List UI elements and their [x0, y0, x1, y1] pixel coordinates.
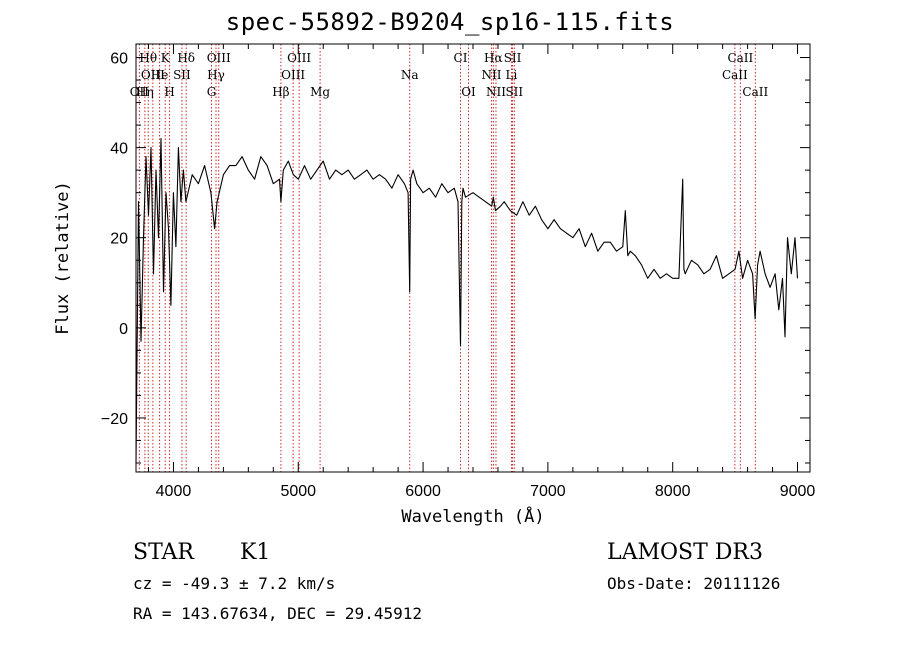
- line-label: NII: [486, 85, 506, 99]
- coordinates: RA = 143.67634, DEC = 29.45912: [133, 604, 422, 623]
- line-label: Hγ: [207, 68, 225, 82]
- line-label: Hθ: [139, 51, 157, 65]
- line-label: CaII: [727, 51, 753, 65]
- line-label: Hα: [484, 51, 503, 65]
- line-label: NII: [481, 68, 501, 82]
- y-tick-label: −20: [101, 411, 128, 428]
- x-tick-label: 9000: [780, 483, 816, 500]
- observation-date: Obs-Date: 20111126: [607, 574, 781, 593]
- x-tick-label: 7000: [530, 483, 566, 500]
- object-class: STAR: [133, 540, 194, 565]
- line-label: Mg: [310, 85, 330, 99]
- line-label: H: [164, 85, 174, 99]
- line-label: Hβ: [272, 85, 289, 99]
- line-label: OIII: [287, 51, 311, 65]
- axes: 4000 5000 6000 7000 8000 9000 −20 0 20 40 60 Wavele…: [53, 43, 816, 527]
- line-label: CaII: [742, 85, 768, 99]
- line-label: Hη: [136, 85, 154, 99]
- x-tick-label: 4000: [156, 483, 192, 500]
- line-label: SII: [505, 85, 523, 99]
- x-tick-label: 6000: [405, 483, 441, 500]
- chart-title: spec-55892-B9204_sp16-115.fits: [225, 8, 675, 36]
- line-label: Hδ: [177, 51, 195, 65]
- x-axis-title: Wavelength (Å): [401, 505, 544, 527]
- y-tick-label: 0: [119, 321, 128, 338]
- line-marker-layer: [138, 44, 756, 472]
- spectrum-series: [135, 138, 799, 464]
- line-label: OII: [130, 85, 150, 99]
- line-label: OI: [461, 85, 476, 99]
- y-tick-label: 40: [110, 141, 128, 158]
- line-label: CaII: [722, 68, 748, 82]
- y-tick-label: 20: [110, 231, 128, 248]
- survey-name: LAMOST DR3: [607, 540, 763, 565]
- plot-area: [135, 138, 799, 464]
- redshift-value: cz = -49.3 ± 7.2 km/s: [133, 574, 336, 593]
- x-tick-label: 5000: [280, 483, 316, 500]
- line-label: CI: [454, 51, 468, 65]
- plot-frame: [135, 43, 811, 473]
- y-tick-label: 60: [110, 51, 128, 68]
- object-subclass: K1: [240, 540, 271, 565]
- line-label: SII: [504, 51, 522, 65]
- line-label: Li: [506, 68, 518, 82]
- line-label: OIII: [281, 68, 305, 82]
- line-label: Na: [401, 68, 419, 82]
- x-tick-label: 8000: [655, 483, 691, 500]
- line-label: G: [207, 85, 217, 99]
- line-label: K: [161, 51, 171, 65]
- line-label: OIII: [141, 68, 165, 82]
- line-label: He: [151, 68, 169, 82]
- y-axis-title: Flux (relative): [53, 181, 73, 335]
- line-label: OIII: [207, 51, 231, 65]
- line-label: SII: [173, 68, 191, 82]
